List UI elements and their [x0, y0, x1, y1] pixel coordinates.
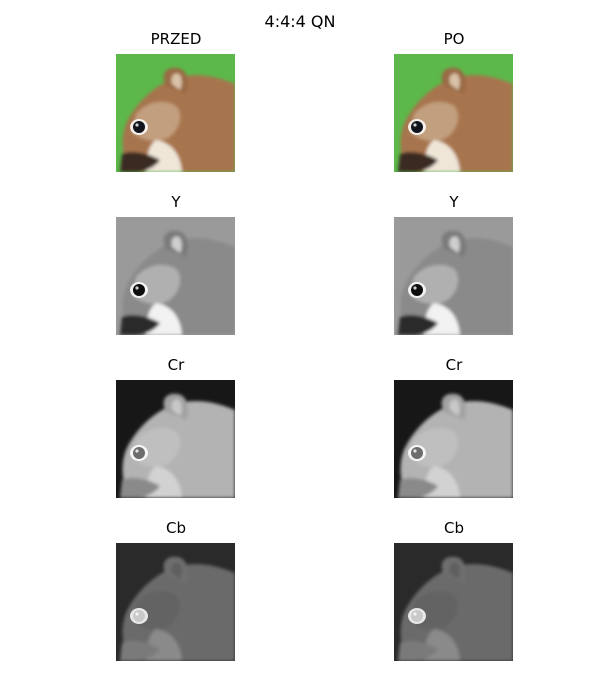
panel-title: Cb: [166, 519, 186, 537]
image-panel: Y: [394, 193, 514, 335]
squirrel-image: [394, 380, 513, 498]
panel-title: PRZED: [150, 30, 202, 48]
panel-title: Y: [449, 193, 459, 211]
image-panel: PO: [394, 30, 514, 172]
panel-title: Cb: [444, 519, 464, 537]
image-panel: Cb: [116, 519, 236, 661]
panel-title: Cr: [445, 356, 463, 374]
image-panel: Cr: [116, 356, 236, 498]
squirrel-image: [116, 543, 235, 661]
squirrel-image: [394, 217, 513, 335]
squirrel-image: [116, 380, 235, 498]
squirrel-image: [394, 543, 513, 661]
image-panel: Y: [116, 193, 236, 335]
squirrel-image: [116, 217, 235, 335]
image-panel: Cr: [394, 356, 514, 498]
panel-title: PO: [443, 30, 465, 48]
squirrel-image: [116, 54, 235, 172]
squirrel-image: [394, 54, 513, 172]
figure-title: 4:4:4 QN: [264, 12, 336, 31]
image-panel: PRZED: [116, 30, 236, 172]
image-panel: Cb: [394, 519, 514, 661]
panel-title: Y: [171, 193, 181, 211]
panel-title: Cr: [167, 356, 185, 374]
